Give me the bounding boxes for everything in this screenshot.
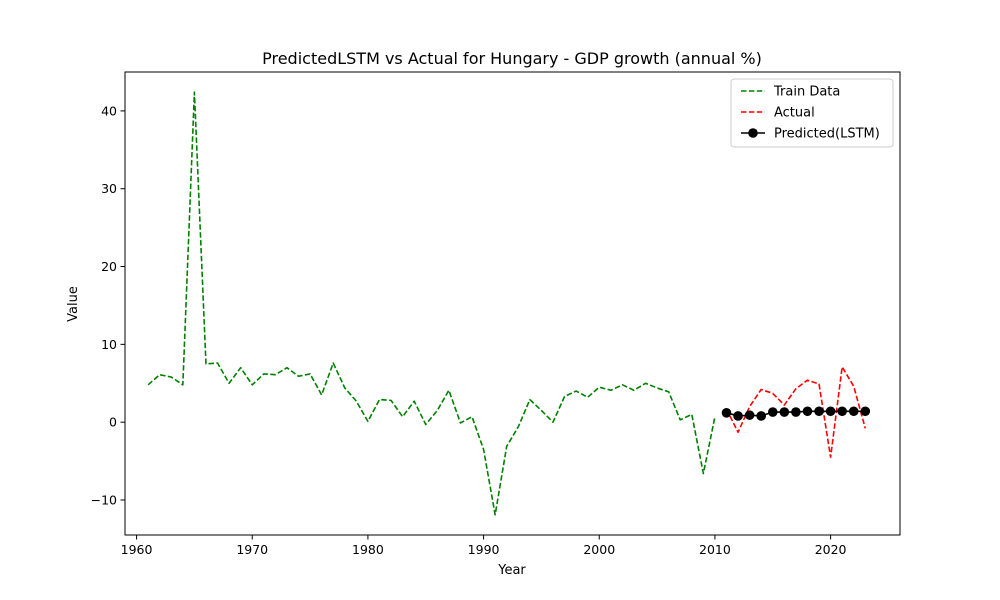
x-tick-label: 2000 bbox=[583, 542, 615, 557]
data-point-predicted-lstm bbox=[837, 406, 847, 417]
data-point-predicted-lstm bbox=[767, 407, 778, 417]
data-point-predicted-lstm bbox=[756, 411, 766, 421]
data-point-predicted-lstm bbox=[860, 406, 871, 417]
data-point-predicted-lstm bbox=[825, 406, 836, 417]
y-axis-label: Value bbox=[66, 286, 81, 322]
y-tick-label: 40 bbox=[101, 103, 117, 118]
x-tick-label: 2010 bbox=[699, 542, 731, 557]
plot-frame bbox=[124, 71, 901, 536]
data-point-predicted-lstm bbox=[848, 406, 859, 417]
axes: 1960 1970 1980 1990 2000 2010 2020 −10 0 10 20 30 40 bbox=[91, 71, 901, 557]
series-group bbox=[147, 91, 871, 516]
series-line-train-data bbox=[147, 91, 716, 516]
legend: Train Data Actual Predicted(LSTM) bbox=[730, 78, 894, 148]
legend-marker-predicted-lstm bbox=[748, 128, 758, 138]
data-point-predicted-lstm bbox=[733, 411, 743, 421]
y-tick-label: 20 bbox=[101, 259, 117, 274]
data-point-predicted-lstm bbox=[791, 407, 801, 417]
y-tick-label: −10 bbox=[91, 492, 117, 507]
x-tick-label: 2020 bbox=[815, 542, 847, 557]
data-point-predicted-lstm bbox=[744, 410, 755, 420]
y-tick-label: 30 bbox=[101, 181, 117, 196]
legend-label-predicted-lstm: Predicted(LSTM) bbox=[774, 127, 880, 142]
x-tick-label: 1990 bbox=[468, 542, 500, 557]
data-point-predicted-lstm bbox=[802, 406, 813, 417]
data-point-predicted-lstm bbox=[721, 408, 732, 418]
legend-label-train-data: Train Data bbox=[773, 85, 840, 100]
data-point-predicted-lstm bbox=[814, 406, 824, 417]
x-tick-label: 1980 bbox=[352, 542, 384, 557]
y-tick-label: 10 bbox=[101, 337, 117, 352]
legend-box bbox=[730, 78, 894, 148]
legend-label-actual: Actual bbox=[774, 106, 815, 121]
plot-area bbox=[147, 91, 871, 516]
y-tick-label: 0 bbox=[109, 415, 117, 430]
x-axis-label: Year bbox=[497, 563, 526, 578]
chart-title: PredictedLSTM vs Actual for Hungary - GD… bbox=[262, 49, 762, 68]
data-point-predicted-lstm bbox=[779, 407, 790, 417]
x-tick-label: 1970 bbox=[236, 542, 268, 557]
series-line-actual bbox=[725, 366, 867, 458]
x-tick-label: 1960 bbox=[121, 542, 153, 557]
